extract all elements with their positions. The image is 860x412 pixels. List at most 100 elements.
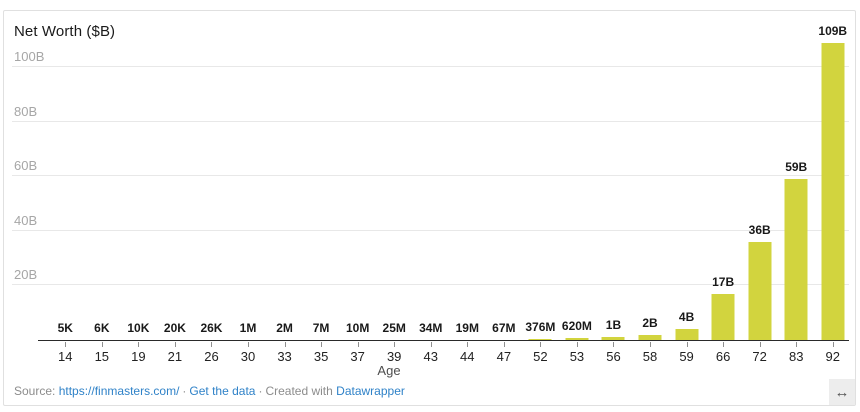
gridline: 40B xyxy=(12,213,849,231)
x-axis-tick-label: 21 xyxy=(167,349,183,364)
bar xyxy=(711,293,735,340)
source-link[interactable]: https://finmasters.com/ xyxy=(58,384,180,398)
bar-value-label: 17B xyxy=(712,274,735,289)
separator-dot: · xyxy=(258,384,263,398)
x-axis-tick-label: 56 xyxy=(606,349,621,364)
x-axis-tick-label: 33 xyxy=(277,349,292,364)
x-axis-tick xyxy=(357,342,359,347)
bar-column: 2B 58 xyxy=(632,40,669,364)
x-axis-tick xyxy=(211,342,213,347)
bar-value-label: 67M xyxy=(492,321,516,335)
bar-value-label: 19M xyxy=(455,321,479,335)
bar-value-label: 1B xyxy=(605,318,622,333)
x-axis-tick xyxy=(321,342,323,347)
x-axis-tick-label: 19 xyxy=(131,349,146,364)
x-axis-tick xyxy=(832,342,834,347)
x-axis-tick-label: 83 xyxy=(788,349,804,364)
x-axis-tick xyxy=(540,342,542,347)
x-axis-tick-label: 58 xyxy=(642,349,658,364)
bar xyxy=(784,179,808,340)
x-axis-tick-label: 30 xyxy=(240,349,256,364)
x-axis-tick-label: 52 xyxy=(533,349,548,364)
bar-column: 20K 21 xyxy=(157,40,194,364)
bar xyxy=(675,329,699,340)
x-axis-tick xyxy=(796,342,798,347)
x-axis-tick xyxy=(467,342,469,347)
x-axis-tick xyxy=(650,342,652,347)
get-data-link[interactable]: Get the data xyxy=(189,384,256,398)
y-axis-tick-label: 40B xyxy=(14,212,38,228)
bar xyxy=(565,338,589,340)
x-axis-tick xyxy=(248,342,249,347)
bar-column: 6K 15 xyxy=(84,40,121,364)
chart-title: Net Worth ($B) xyxy=(14,23,116,40)
y-axis-tick-label: 60B xyxy=(14,158,38,174)
bar-column: 4B 59 xyxy=(668,40,705,364)
plot-area: 5K 14 6K 15 10K 19 20K 21 26K 26 1M 30 2M 33 7M 35 10M 37… xyxy=(47,24,851,364)
bar-column: 17B 66 xyxy=(705,40,742,364)
bar-column: 1M 30 xyxy=(230,40,267,364)
bar-value-label: 10K xyxy=(127,321,150,335)
x-axis-tick-label: 14 xyxy=(58,349,73,364)
bar xyxy=(601,337,625,340)
chart-card: Net Worth ($B) 20B 40B 60B 80B 100B 5K 14 6K 15… xyxy=(3,10,856,406)
bar-column: 67M 47 xyxy=(486,40,523,364)
bar-value-label: 4B xyxy=(678,310,695,325)
y-axis-tick-label: 20B xyxy=(14,267,38,283)
bar-value-label: 2M xyxy=(276,321,293,335)
source-label: Source: xyxy=(14,384,56,398)
resize-handle[interactable]: ↔ xyxy=(829,379,855,405)
x-axis-tick-label: 26 xyxy=(204,349,219,364)
bar-column: 7M 35 xyxy=(303,40,340,364)
resize-arrows-icon: ↔ xyxy=(834,383,850,401)
bar-column: 5K 14 xyxy=(47,40,84,364)
x-axis-line xyxy=(38,340,849,341)
bar-value-label: 376M xyxy=(525,320,556,334)
x-axis-tick xyxy=(284,342,286,347)
bar-column: 10M 37 xyxy=(339,40,376,364)
bar-value-label: 7M xyxy=(312,321,330,335)
x-axis-tick xyxy=(430,342,432,347)
gridline: 20B xyxy=(12,267,849,286)
x-axis-tick xyxy=(759,342,761,347)
bar-value-label: 620M xyxy=(561,319,592,334)
x-axis-tick xyxy=(576,342,578,347)
x-axis-tick-label: 53 xyxy=(569,349,585,364)
separator-dot: · xyxy=(182,384,187,398)
x-axis-tick-label: 59 xyxy=(679,349,694,364)
y-axis-grid: 20B 40B 60B 80B 100B xyxy=(12,40,849,340)
bar-value-label: 2B xyxy=(642,315,658,330)
bar-column: 1B 56 xyxy=(595,40,632,364)
bar xyxy=(528,339,552,340)
x-axis-tick-label: 92 xyxy=(825,349,840,364)
x-axis-tick xyxy=(394,342,396,347)
bar-value-label: 34M xyxy=(419,321,443,335)
bar xyxy=(821,42,845,340)
x-axis-tick xyxy=(503,342,505,347)
x-axis-tick-label: 39 xyxy=(386,349,402,364)
attribution-footer: Source: https://finmasters.com/· Get the … xyxy=(14,384,405,398)
x-axis-tick xyxy=(65,342,67,347)
bar-column: 376M 52 xyxy=(522,40,559,364)
x-axis-tick-label: 72 xyxy=(752,349,767,364)
x-axis-tick xyxy=(613,342,615,347)
x-axis-tick-label: 37 xyxy=(350,349,365,364)
x-axis-tick xyxy=(174,342,176,347)
bar-column: 19M 44 xyxy=(449,40,486,364)
x-axis-tick-label: 66 xyxy=(715,349,731,364)
bar-value-label: 109B xyxy=(818,23,848,38)
x-axis-tick xyxy=(101,342,103,347)
x-axis-tick xyxy=(723,342,725,347)
bar-column: 34M 43 xyxy=(412,40,449,364)
bar-column: 2M 33 xyxy=(266,40,303,364)
bar-value-label: 36B xyxy=(748,222,771,237)
datawrapper-link[interactable]: Datawrapper xyxy=(336,384,405,398)
bar-column: 109B 92 xyxy=(814,24,851,364)
bar-value-label: 6K xyxy=(94,321,110,335)
x-axis-tick-label: 43 xyxy=(423,349,438,364)
gridline: 100B xyxy=(12,49,849,68)
bar-column: 620M 53 xyxy=(559,40,596,364)
x-axis-tick xyxy=(686,342,688,347)
gridline: 60B xyxy=(12,158,849,177)
bar-value-label: 20K xyxy=(163,321,186,335)
